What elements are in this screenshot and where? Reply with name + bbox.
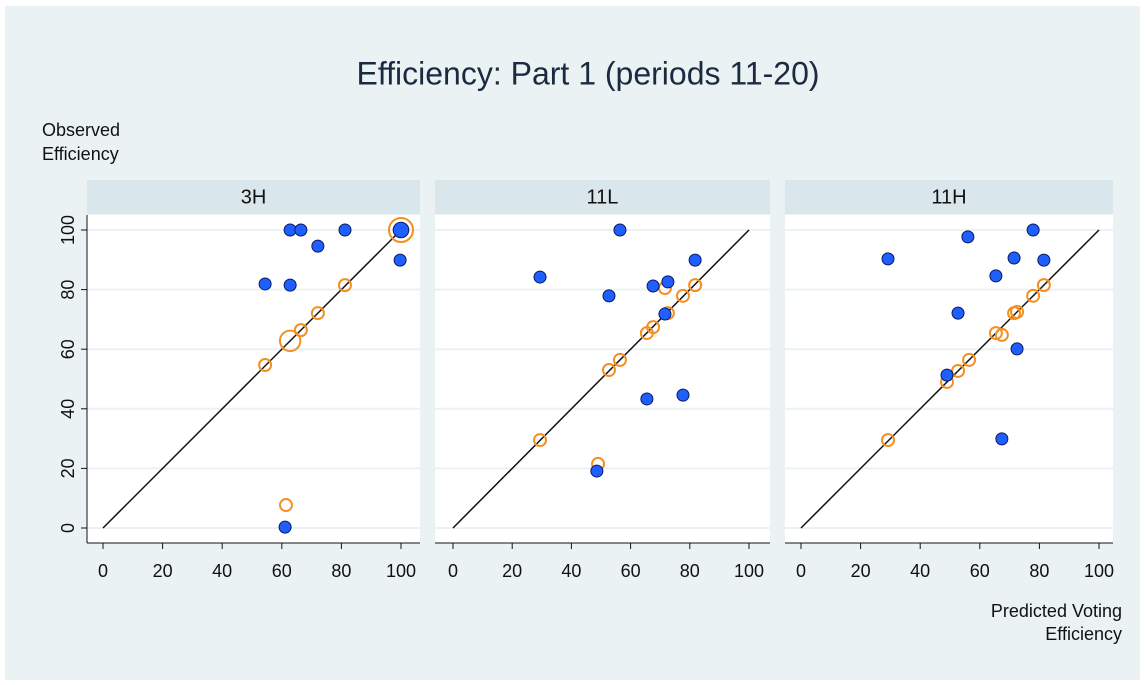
point [613, 223, 627, 237]
panel-header [87, 180, 420, 214]
point [338, 223, 352, 237]
x-tick-label: 40 [561, 561, 581, 581]
point [688, 253, 702, 267]
point [533, 270, 547, 284]
x-tick-label: 80 [1029, 561, 1049, 581]
point [278, 520, 292, 534]
x-tick-label: 80 [331, 561, 351, 581]
y-tick-label: 100 [58, 215, 78, 245]
panel-title: 11H [931, 186, 966, 208]
y-tick-label: 20 [58, 458, 78, 478]
chart-title: Efficiency: Part 1 (periods 11-20) [356, 55, 819, 91]
point [688, 278, 703, 293]
x-tick-label: 40 [212, 561, 232, 581]
point [951, 306, 965, 320]
point [293, 323, 308, 338]
point [283, 223, 297, 237]
point [1010, 342, 1024, 356]
point [881, 433, 896, 448]
y-tick-label: 0 [58, 523, 78, 533]
point [388, 217, 414, 243]
x-axis-label: Efficiency [1045, 624, 1122, 644]
point [283, 278, 297, 292]
point [1026, 223, 1040, 237]
point [533, 433, 548, 448]
point [1026, 288, 1041, 303]
reference-line [102, 229, 402, 529]
point [1037, 253, 1051, 267]
x-tick-label: 60 [970, 561, 990, 581]
point [310, 306, 325, 321]
point [940, 368, 954, 382]
x-tick-label: 80 [680, 561, 700, 581]
panel-title: 11L [587, 186, 619, 208]
x-tick-label: 100 [1084, 561, 1114, 581]
point [995, 432, 1009, 446]
panel-title: 3H [241, 186, 267, 208]
point [393, 253, 407, 267]
x-tick-label: 20 [502, 561, 522, 581]
x-tick-label: 100 [734, 561, 764, 581]
point [994, 327, 1009, 342]
point [612, 352, 627, 367]
point [278, 329, 302, 353]
panel-header [435, 180, 770, 214]
point [294, 223, 308, 237]
x-tick-label: 40 [910, 561, 930, 581]
point [601, 363, 616, 378]
x-tick-label: 0 [796, 561, 806, 581]
y-tick-label: 80 [58, 280, 78, 300]
point [676, 388, 690, 402]
x-tick-label: 60 [272, 561, 292, 581]
reference-line [452, 229, 750, 529]
x-tick-label: 20 [851, 561, 871, 581]
point [661, 275, 675, 289]
point [646, 320, 661, 335]
point [988, 326, 1003, 341]
x-tick-label: 60 [621, 561, 641, 581]
point [1036, 278, 1051, 293]
y-axis-label: Observed [42, 120, 120, 140]
x-tick-label: 20 [153, 561, 173, 581]
point [881, 252, 895, 266]
point [951, 363, 966, 378]
point [1007, 251, 1021, 265]
y-axis-label: Efficiency [42, 144, 119, 164]
point [658, 307, 672, 321]
point [962, 352, 977, 367]
point [989, 269, 1003, 283]
point [278, 498, 293, 513]
y-tick-label: 60 [58, 339, 78, 359]
x-tick-label: 0 [98, 561, 108, 581]
point [311, 239, 325, 253]
point [1010, 304, 1025, 319]
point [392, 221, 410, 239]
point [640, 392, 654, 406]
x-tick-label: 100 [386, 561, 416, 581]
point [646, 279, 660, 293]
panel-header [785, 180, 1113, 214]
point [602, 289, 616, 303]
point [258, 277, 272, 291]
x-axis-label: Predicted Voting [991, 601, 1122, 621]
x-tick-label: 0 [448, 561, 458, 581]
point [590, 464, 604, 478]
point [258, 357, 273, 372]
point [961, 230, 975, 244]
point [675, 288, 690, 303]
plot-area [435, 215, 770, 543]
y-tick-label: 40 [58, 399, 78, 419]
point [337, 278, 352, 293]
